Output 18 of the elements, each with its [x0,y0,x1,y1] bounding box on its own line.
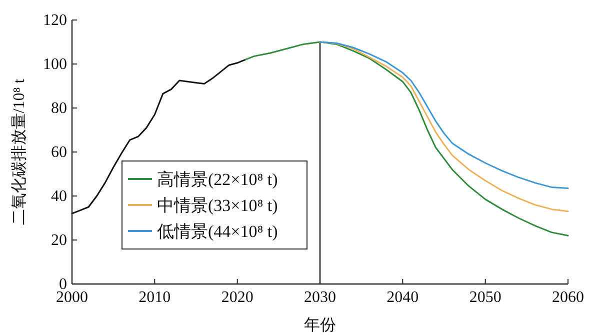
legend-label: 低情景(44×10⁸ t) [157,222,278,241]
x-tick-label: 2040 [386,289,419,306]
x-tick-label: 2000 [56,289,88,306]
y-tick-label: 60 [51,144,67,161]
y-tick-label: 100 [43,56,67,73]
x-tick-label: 2010 [138,289,171,306]
x-tick-label: 2020 [221,289,254,306]
x-axis-title: 年份 [304,317,336,334]
x-tick-label: 2050 [469,289,502,306]
legend-label: 中情景(33×10⁸ t) [157,196,278,215]
x-tick-label: 2030 [304,289,336,306]
y-tick-label: 120 [43,12,67,29]
legend-label: 高情景(22×10⁸ t) [157,170,278,189]
y-tick-label: 40 [51,188,67,205]
y-tick-label: 20 [51,232,67,249]
x-tick-label: 2060 [552,289,584,306]
y-tick-label: 80 [51,100,67,117]
y-axis-title: 二氧化碳排放量/10⁸ t [10,78,28,226]
